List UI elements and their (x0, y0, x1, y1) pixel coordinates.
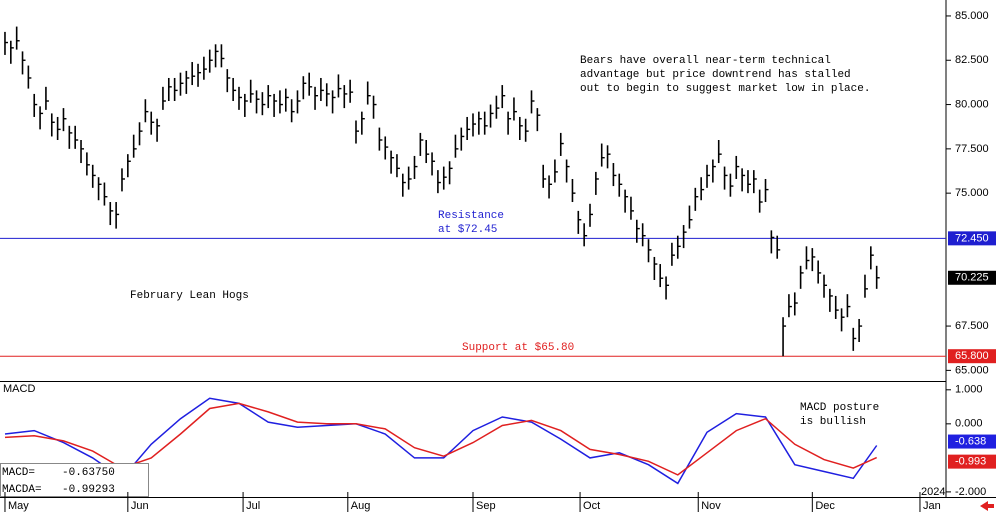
y-tick-label: 1.000 (955, 384, 983, 396)
level-text: at $72.45 (438, 224, 497, 236)
annotation: is bullish (800, 416, 866, 428)
readout-value: -0.63750 (62, 467, 115, 479)
year-label: 2024 (921, 486, 945, 498)
x-tick-label: May (8, 500, 29, 512)
x-tick-label: Aug (351, 500, 371, 512)
y-tick-label: 85.000 (955, 10, 989, 22)
y-tick-label: 80.000 (955, 98, 989, 110)
readout-value: -0.99293 (62, 484, 115, 496)
level-label-box (948, 349, 996, 364)
y-tick-label: 75.000 (955, 187, 989, 199)
x-tick-label: Jul (246, 500, 260, 512)
y-tick-label: 65.000 (955, 364, 989, 376)
level-label: 65.800 (955, 350, 989, 362)
chart-title: February Lean Hogs (130, 290, 249, 302)
annotation: MACD posture (800, 402, 879, 414)
last-value-box (948, 434, 996, 449)
x-tick-label: Nov (701, 500, 721, 512)
y-tick-label: -2.000 (955, 486, 986, 498)
readout-box (0, 463, 149, 497)
last-price-box (948, 270, 996, 285)
annotation: out to begin to suggest market low in pl… (580, 83, 870, 95)
legend-name: MACD= (2, 467, 35, 479)
y-tick-label: 82.500 (955, 54, 989, 66)
annotation: Bears have overall near-term technical (580, 55, 831, 67)
level-text: Resistance (438, 210, 504, 222)
x-tick-label: Sep (476, 500, 496, 512)
y-tick-label: 0.000 (955, 418, 983, 430)
last-value: -0.993 (955, 456, 986, 468)
x-tick-label: Jun (131, 500, 149, 512)
level-label-box (948, 231, 996, 246)
last-value: -0.638 (955, 435, 986, 447)
macd-line (4, 397, 878, 485)
panel-title: MACD (3, 383, 35, 395)
annotation: advantage but price downtrend has stalle… (580, 69, 851, 81)
level-text: Support at $65.80 (462, 342, 574, 354)
x-tick-label: Dec (815, 500, 835, 512)
last-value-box (948, 454, 996, 469)
x-tick-label: Jan (923, 500, 941, 512)
legend-name: MACDA= (2, 484, 42, 496)
x-tick-label: Oct (583, 500, 600, 512)
last-price: 70.225 (955, 272, 989, 284)
y-tick-label: 67.500 (955, 320, 989, 332)
y-tick-label: 77.500 (955, 143, 989, 155)
macd-line (4, 402, 878, 476)
scroll-arrow[interactable] (980, 501, 994, 511)
level-label: 72.450 (955, 232, 989, 244)
